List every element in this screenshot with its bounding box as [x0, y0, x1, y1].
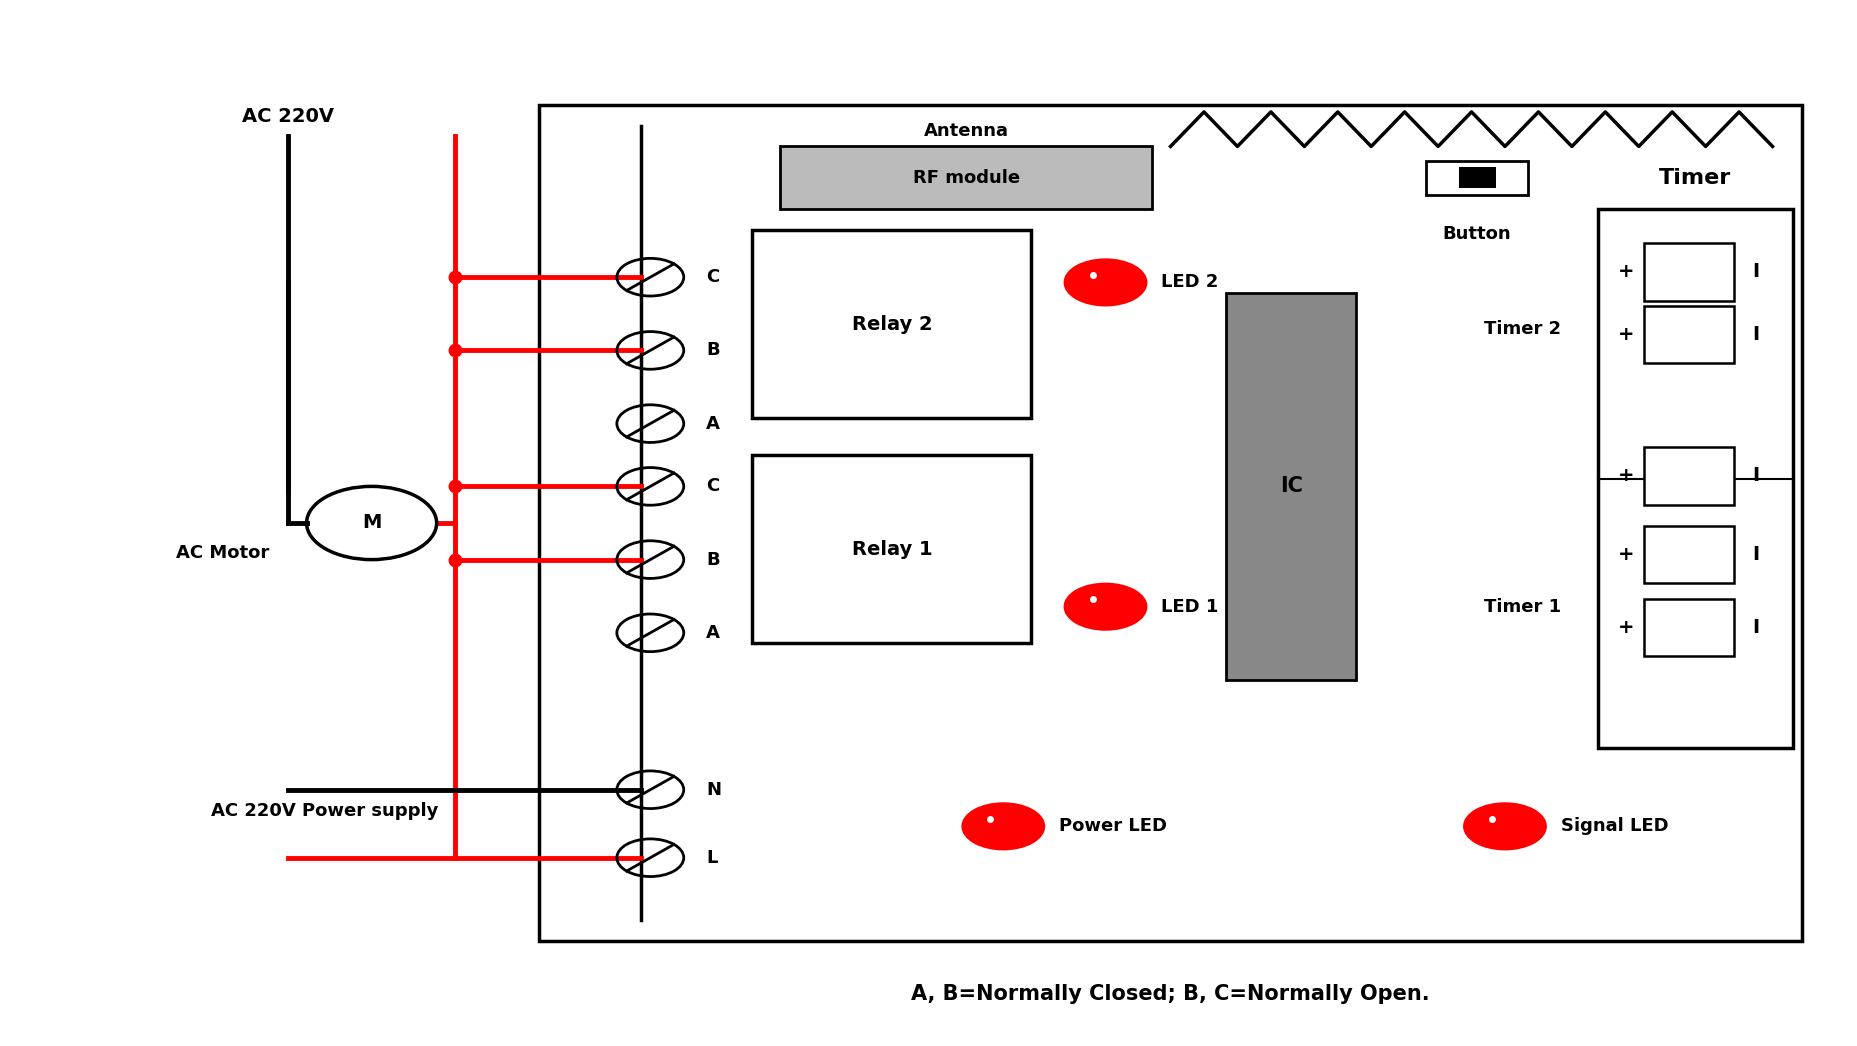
Text: Power LED: Power LED	[1058, 817, 1166, 836]
Text: +: +	[1617, 467, 1632, 485]
Text: A: A	[706, 623, 719, 642]
Text: I: I	[1751, 545, 1759, 564]
Bar	[1597, 209, 1792, 748]
Text: IC: IC	[1279, 476, 1302, 497]
Bar	[1643, 305, 1733, 363]
Text: B: B	[706, 341, 719, 360]
Text: Relay 1: Relay 1	[851, 540, 932, 559]
Bar	[1426, 161, 1526, 195]
Text: +: +	[1617, 263, 1632, 281]
Text: C: C	[706, 477, 719, 496]
Text: I: I	[1751, 467, 1759, 485]
Text: Button: Button	[1443, 225, 1510, 243]
Text: I: I	[1751, 263, 1759, 281]
Circle shape	[1064, 584, 1146, 630]
Text: Timer: Timer	[1658, 168, 1731, 188]
Text: 0: 0	[1682, 547, 1694, 562]
Text: B: B	[706, 550, 719, 569]
Text: AC 220V Power supply: AC 220V Power supply	[212, 801, 438, 820]
Text: I: I	[1751, 325, 1759, 344]
Text: A, B=Normally Closed; B, C=Normally Open.: A, B=Normally Closed; B, C=Normally Open…	[910, 983, 1430, 1004]
Bar	[1643, 243, 1733, 301]
Text: C: C	[706, 268, 719, 287]
Text: RF module: RF module	[912, 168, 1019, 187]
Circle shape	[1064, 259, 1146, 305]
Bar	[539, 105, 1801, 941]
Text: L: L	[706, 848, 717, 867]
Text: LED 1: LED 1	[1161, 597, 1218, 616]
Bar	[1226, 293, 1356, 680]
Bar	[1643, 598, 1733, 657]
Circle shape	[1463, 803, 1545, 849]
Text: N: N	[706, 780, 721, 799]
Text: AC 220V: AC 220V	[241, 107, 334, 126]
Text: +: +	[1617, 618, 1632, 637]
Bar	[1458, 167, 1495, 188]
Bar	[780, 146, 1151, 209]
Text: M: M	[1681, 469, 1695, 483]
Bar	[1643, 447, 1733, 504]
Text: 0: 0	[1682, 327, 1694, 342]
Text: I: I	[1751, 618, 1759, 637]
Text: Timer 1: Timer 1	[1482, 597, 1560, 616]
Text: +: +	[1617, 545, 1632, 564]
Text: 1: 1	[1682, 265, 1694, 279]
Text: Signal LED: Signal LED	[1560, 817, 1668, 836]
Text: LED 2: LED 2	[1161, 273, 1218, 292]
Bar	[752, 455, 1031, 643]
Text: M: M	[362, 514, 381, 532]
Circle shape	[962, 803, 1044, 849]
Bar	[752, 230, 1031, 418]
Text: Antenna: Antenna	[923, 121, 1008, 140]
Text: Relay 2: Relay 2	[851, 315, 932, 334]
Text: Timer 2: Timer 2	[1482, 320, 1560, 339]
Text: +: +	[1617, 325, 1632, 344]
Text: E: E	[1682, 620, 1694, 635]
Bar	[1643, 525, 1733, 584]
Text: A: A	[706, 414, 719, 433]
Text: AC Motor: AC Motor	[176, 544, 269, 562]
